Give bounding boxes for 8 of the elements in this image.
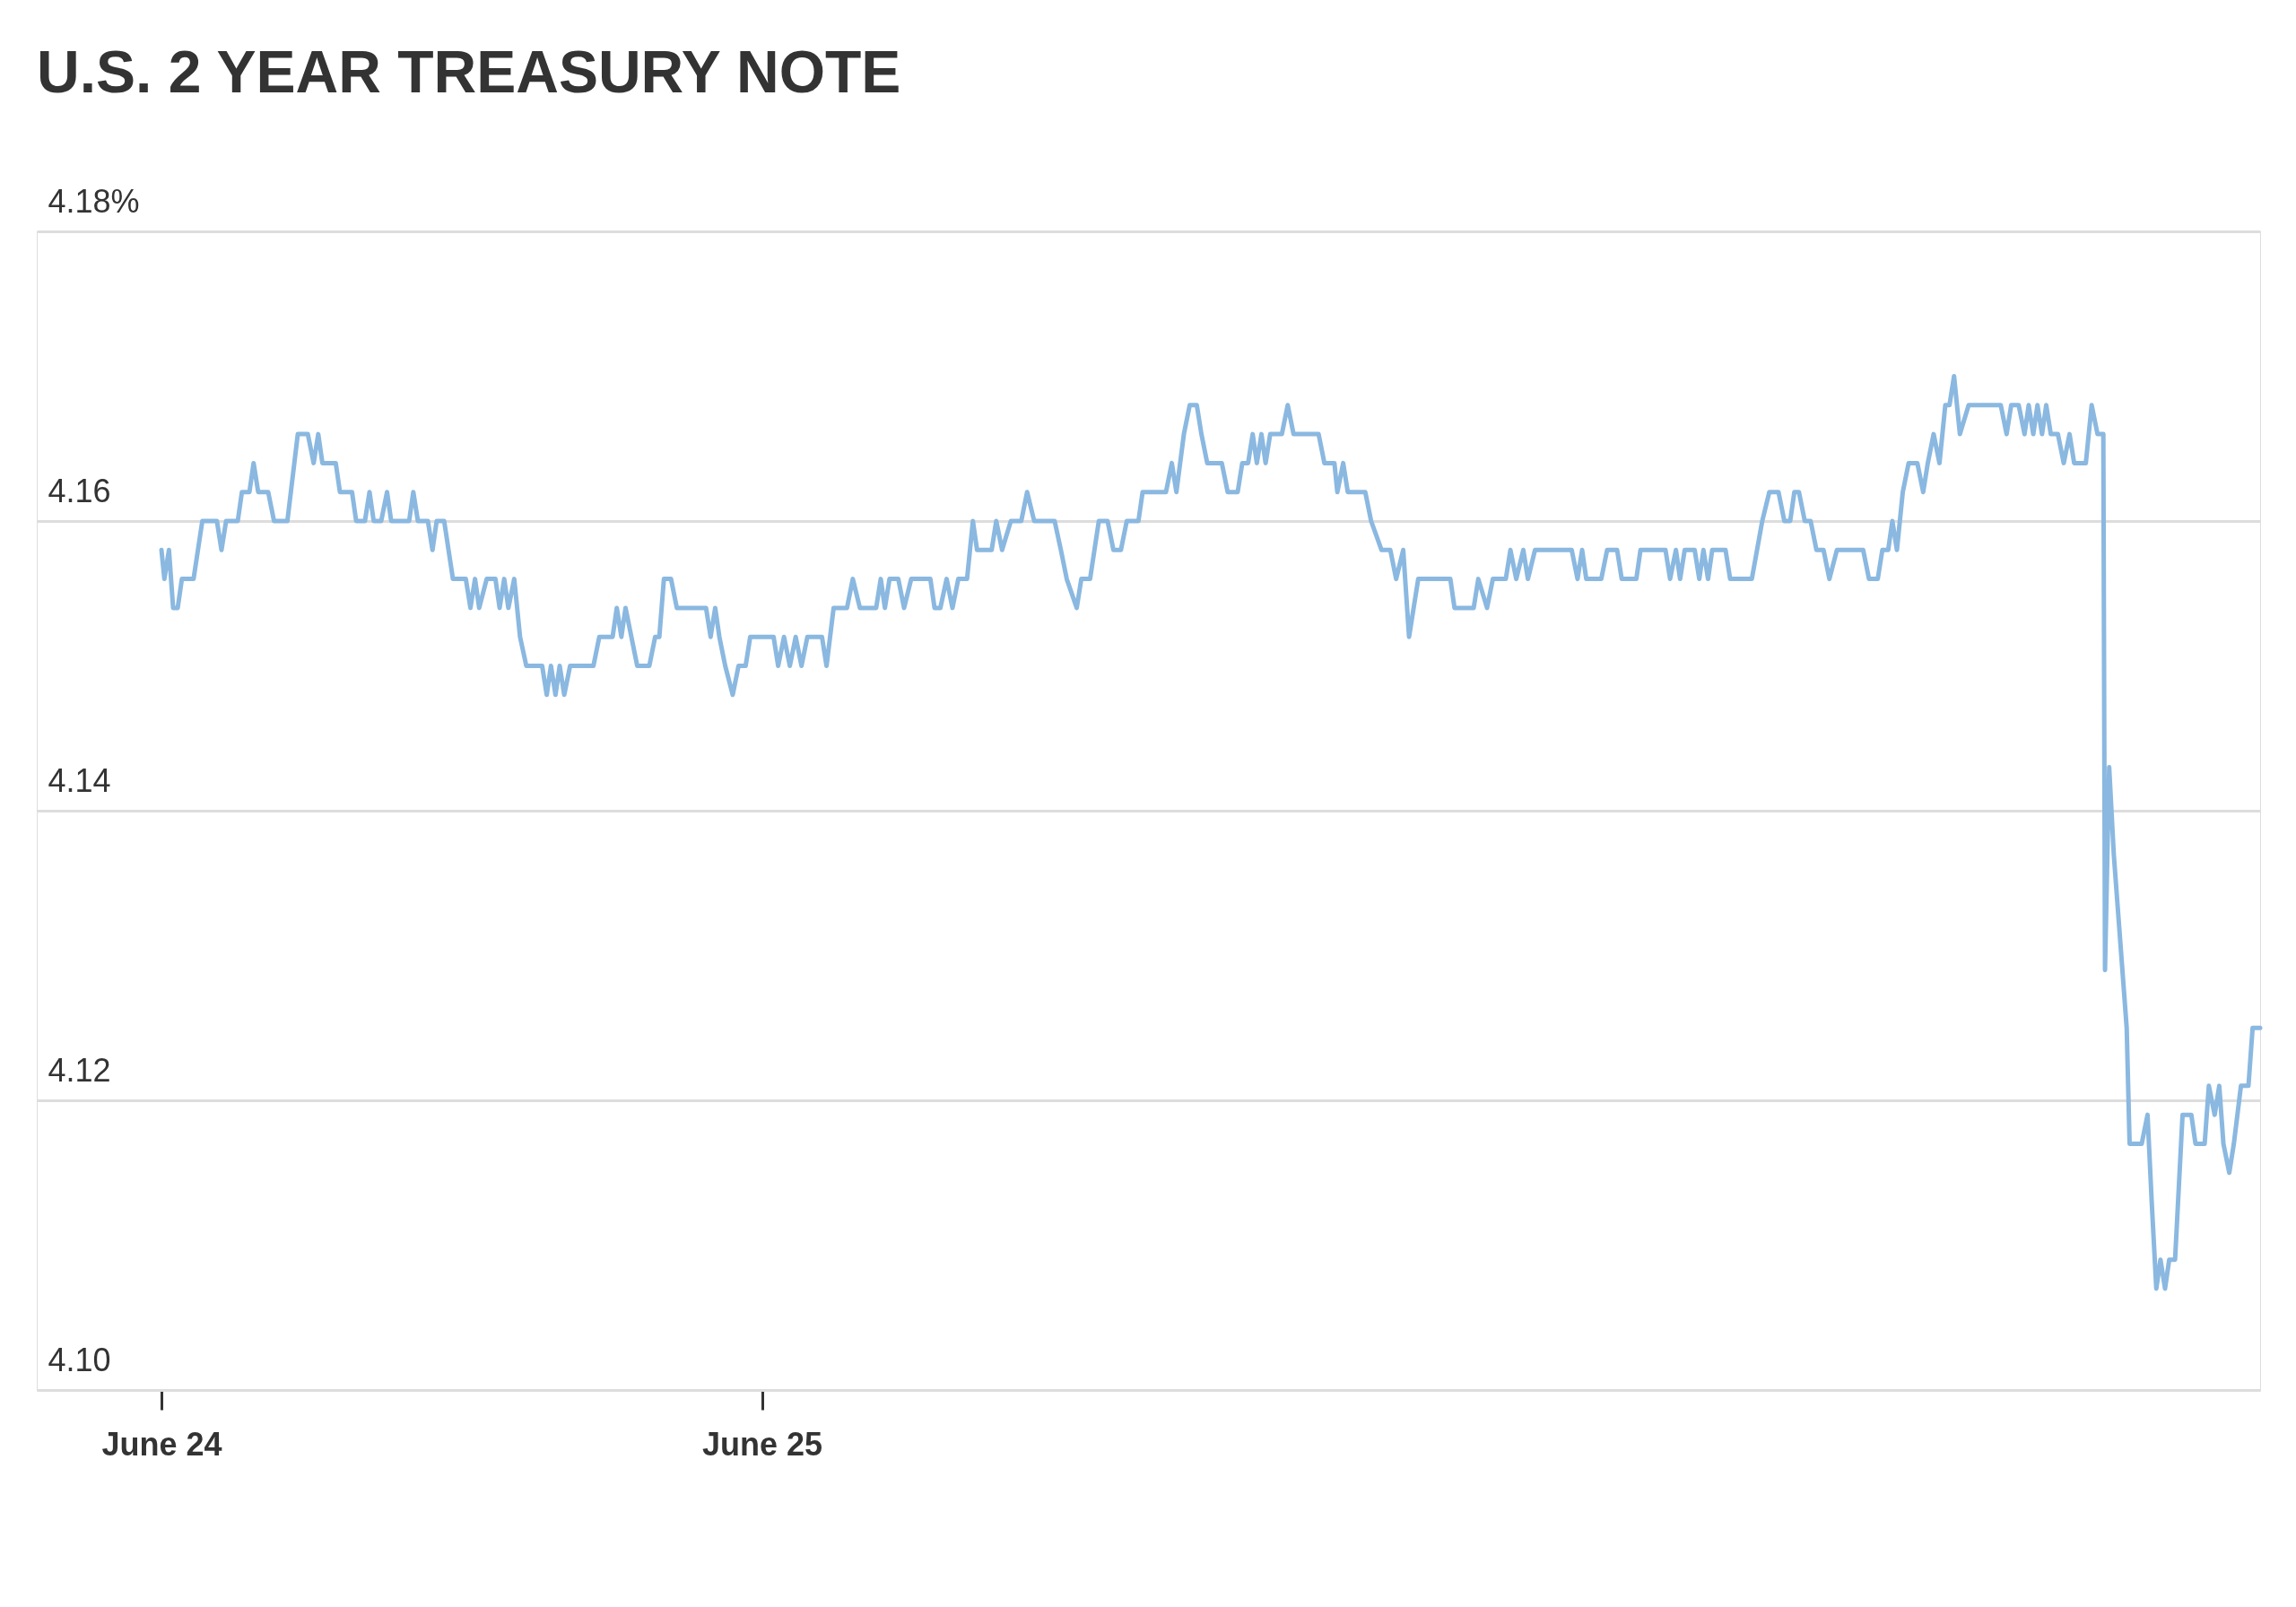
x-tick-label: June 25 [701,1425,823,1463]
y-tick-label: 4.18% [48,182,140,220]
y-tick-label: 4.12 [48,1051,111,1089]
y-tick-label: 4.10 [48,1341,111,1378]
y-tick-label: 4.16 [48,472,111,509]
chart-title: U.S. 2 YEAR TREASURY NOTE [37,39,901,105]
x-tick-label: June 24 [101,1425,222,1463]
y-tick-label: 4.14 [48,761,111,799]
